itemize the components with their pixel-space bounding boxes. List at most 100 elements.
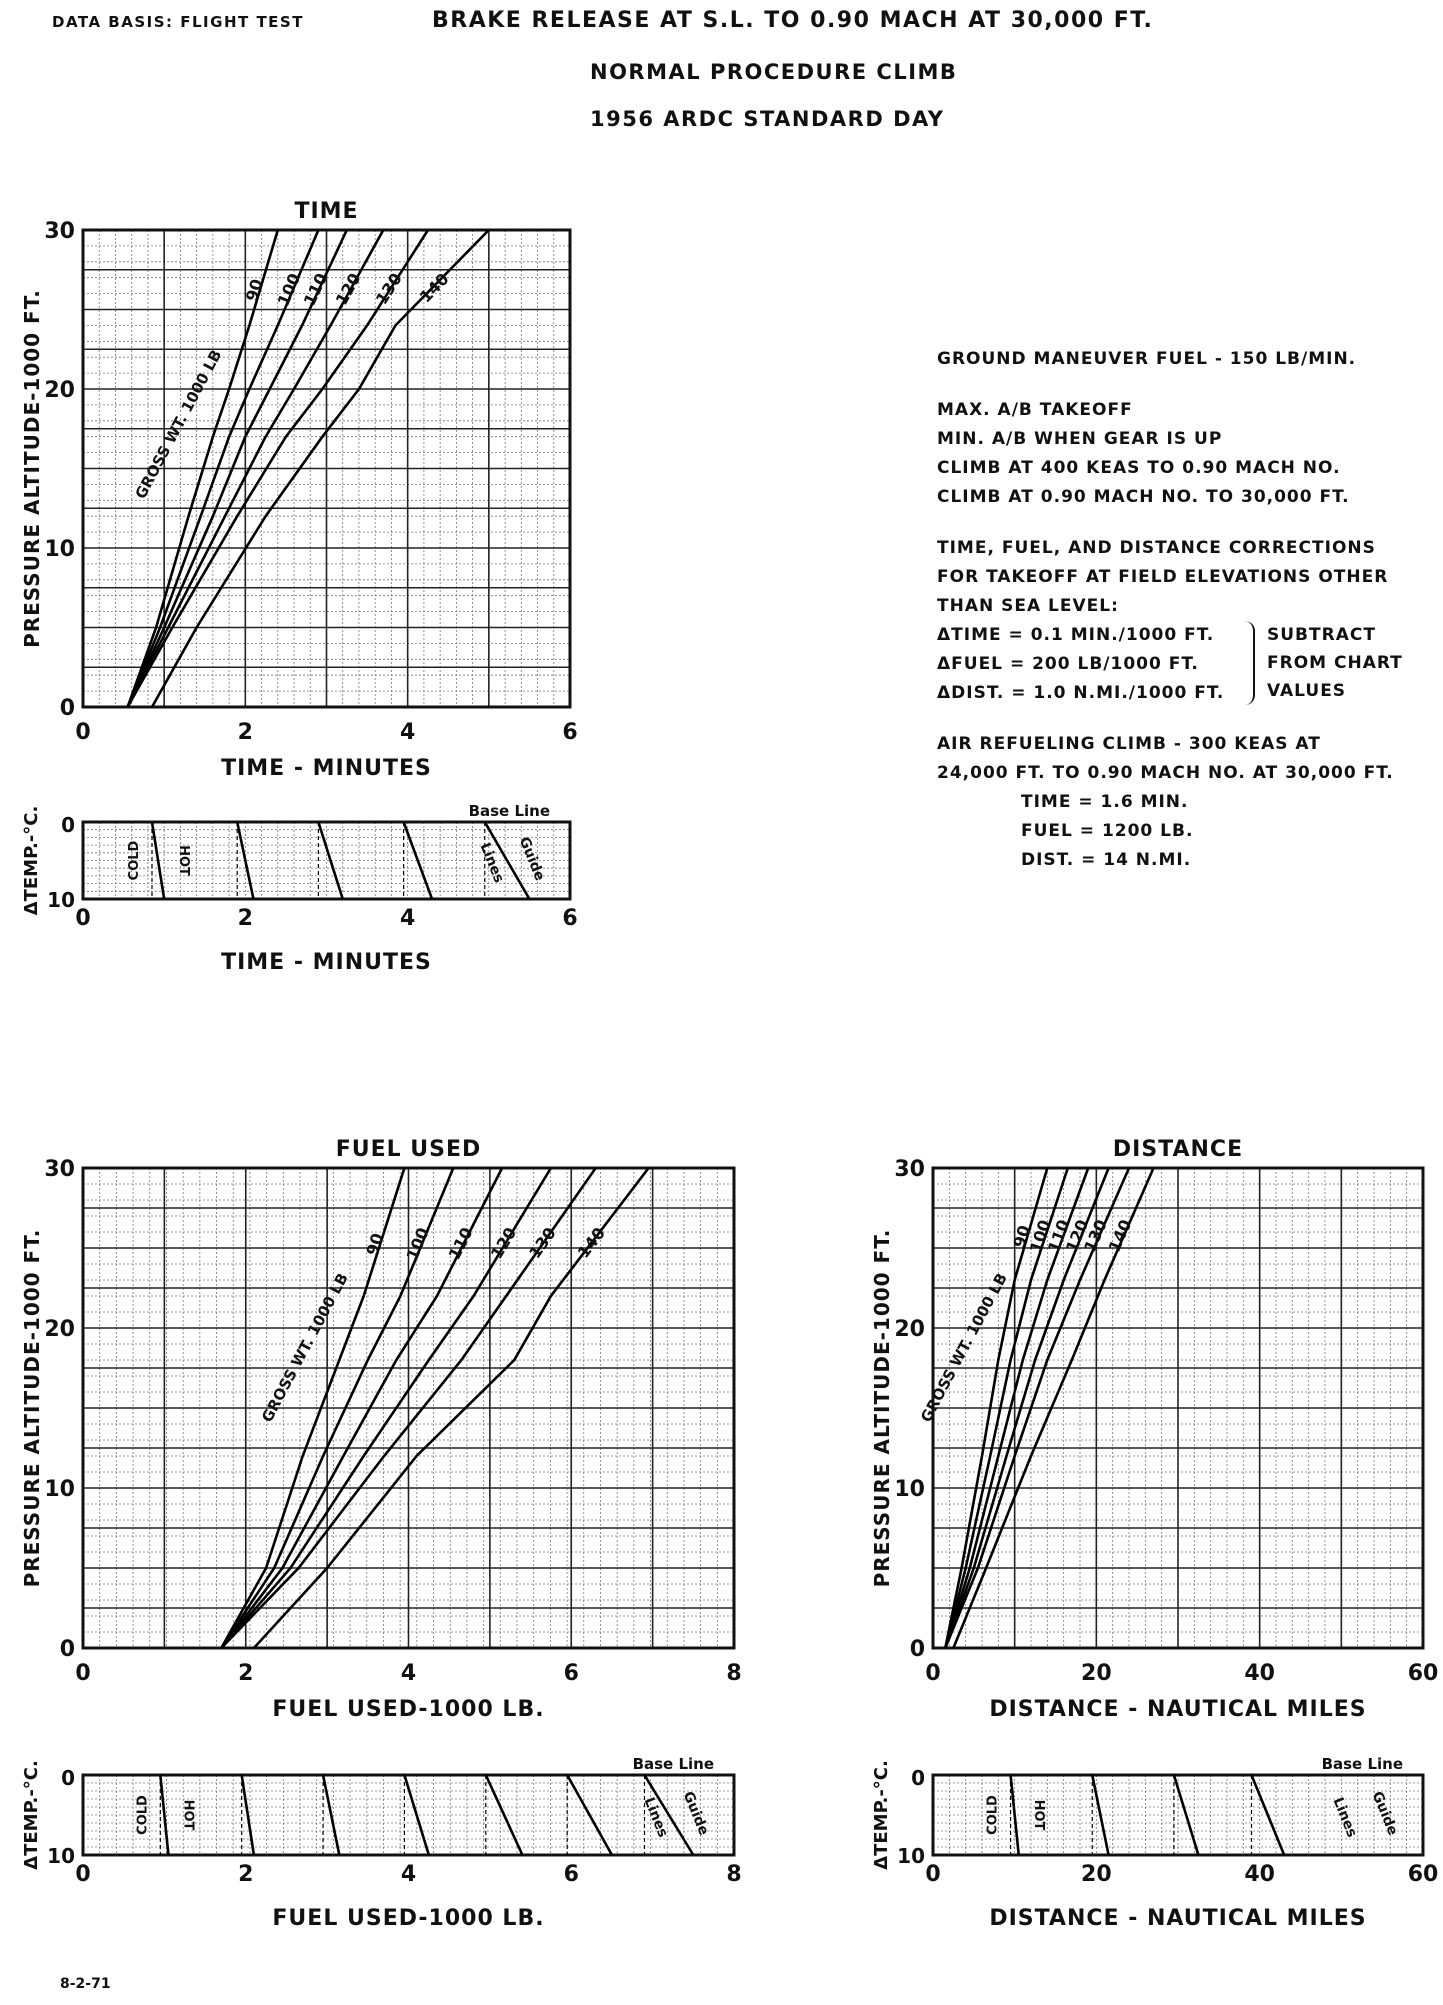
fuel-temp-x-tick-label: 8: [726, 1862, 741, 1887]
takeoff-note-3: CLIMB AT 400 KEAS TO 0.90 MACH NO.: [937, 458, 1341, 478]
fuel-temp-x-axis-label: FUEL USED-1000 LB.: [272, 1906, 544, 1931]
time-temp-x-tick-label: 2: [238, 906, 253, 931]
fuel-temp-guide-line: [403, 1774, 431, 1856]
time-chart-series-line: [126, 229, 430, 708]
takeoff-note-1: MAX. A/B TAKEOFF: [937, 400, 1133, 420]
distance-temp-x-tick-label: 60: [1408, 1862, 1439, 1887]
distance-chart-y-tick-label: 0: [910, 1637, 925, 1662]
fuel-temp-hot-label: HOT: [180, 1800, 195, 1831]
time-chart-series-line: [126, 229, 280, 708]
fuel-temp-x-tick-label: 4: [401, 1862, 416, 1887]
distance-chart-series-label: 140: [1105, 1217, 1136, 1255]
fuel-chart-series-label: 120: [487, 1224, 521, 1262]
time-chart-series-label: 130: [372, 270, 406, 308]
footer-code: 8-2-71: [60, 1976, 111, 1992]
time-chart-series-line: [126, 229, 348, 708]
time-temp-guide-line: [150, 821, 166, 900]
fuel-chart-x-tick-label: 6: [564, 1661, 579, 1686]
fuel-chart-series-line: [220, 1167, 597, 1649]
distance-temp-y-axis-label: ΔTEMP.-°C.: [871, 1760, 892, 1870]
corrections-block: ΔTIME = 0.1 MIN./1000 FT. ΔFUEL = 200 LB…: [937, 621, 1427, 708]
fuel-chart-series-label: 100: [403, 1225, 433, 1263]
fuel-temp-guide-line: [240, 1774, 256, 1856]
correction-time: ΔTIME = 0.1 MIN./1000 FT.: [937, 625, 1215, 645]
distance-temp-y-tick-label: 10: [897, 1844, 925, 1868]
correction-distance: ΔDIST. = 1.0 N.MI./1000 FT.: [937, 683, 1225, 703]
distance-chart-curve-label: GROSS WT. 1000 LB: [917, 1270, 1011, 1425]
distance-temp-y-tick-label: 0: [911, 1766, 925, 1790]
time-temp-x-axis-label: TIME - MINUTES: [221, 950, 432, 975]
distance-temp-lines-label: Lines: [1330, 1795, 1360, 1839]
fuel-temp-x-tick-label: 6: [564, 1862, 579, 1887]
fuel-chart: 0 2 4 6 8 0 10 20 30 FUEL USED-1000 LB. PRESSURE A…: [20, 1137, 742, 1722]
distance-temp-frame: [931, 1773, 1425, 1857]
time-temp-guide-line: [317, 821, 344, 900]
time-temp-guide-line: [483, 821, 531, 900]
fuel-temp-y-tick-label: 0: [61, 1766, 75, 1790]
air-refuel-note-2: 24,000 FT. TO 0.90 MACH NO. AT 30,000 FT…: [937, 763, 1394, 783]
side-note-line-2: FROM CHART: [1267, 653, 1403, 673]
fuel-temp-y-axis-label: ΔTEMP.-°C.: [21, 1760, 42, 1870]
fuel-chart-x-tick-label: 8: [726, 1661, 741, 1686]
distance-chart: 0 20 40 60 0 10 20 30 DISTANCE - NAUTICAL MILES P…: [870, 1137, 1438, 1722]
fuel-chart-y-axis-label: PRESSURE ALTITUDE-1000 FT.: [20, 1229, 44, 1588]
side-note-line-3: VALUES: [1267, 681, 1347, 701]
distance-temp-x-axis-label: DISTANCE - NAUTICAL MILES: [989, 1906, 1366, 1931]
time-temp-lines-label: Lines: [477, 841, 507, 885]
corrections-intro-3: THAN SEA LEVEL:: [937, 596, 1119, 616]
fuel-temp-guide-line: [566, 1774, 614, 1856]
distance-temp-guide-label: Guide: [1369, 1789, 1401, 1837]
fuel-temp-guide-line: [643, 1774, 695, 1856]
time-chart-y-axis-label: PRESSURE ALTITUDE-1000 FT.: [20, 289, 44, 648]
fuel-chart-y-tick-label: 10: [44, 1477, 75, 1502]
distance-chart-series-line: [944, 1167, 1110, 1649]
distance-temp-x-tick-label: 40: [1244, 1862, 1275, 1887]
correction-fuel: ΔFUEL = 200 LB/1000 FT.: [937, 654, 1199, 674]
distance-chart-series-line: [944, 1167, 1070, 1649]
distance-temp-x-tick-label: 0: [925, 1862, 940, 1887]
fuel-temp-x-tick-label: 2: [238, 1862, 253, 1887]
time-chart-series-label: 100: [274, 270, 305, 308]
fuel-chart-series-line: [252, 1167, 650, 1649]
distance-chart-frame: [931, 1166, 1425, 1650]
takeoff-note-2: MIN. A/B WHEN GEAR IS UP: [937, 429, 1223, 449]
fuel-temp-grid: [83, 1775, 734, 1855]
distance-chart-x-tick-label: 0: [925, 1661, 940, 1686]
fuel-chart-y-tick-label: 30: [44, 1157, 75, 1182]
fuel-chart-series-line: [220, 1167, 455, 1649]
distance-chart-x-axis-label: DISTANCE - NAUTICAL MILES: [989, 1697, 1366, 1722]
fuel-temp-guide-line: [159, 1774, 170, 1856]
time-chart-x-tick-label: 0: [75, 720, 90, 745]
time-chart-y-tick-label: 0: [60, 696, 75, 721]
fuel-temp-frame: [81, 1773, 736, 1857]
distance-temp-hot-label: HOT: [1031, 1800, 1046, 1831]
fuel-temp-cold-label: COLD: [135, 1795, 150, 1835]
distance-chart-x-tick-label: 40: [1244, 1661, 1275, 1686]
fuel-temp-y-tick-label: 10: [47, 1844, 75, 1868]
time-chart-series-line: [150, 229, 490, 708]
page-subtitle-standard-day: 1956 ARDC STANDARD DAY: [590, 107, 945, 131]
time-chart-frame: [81, 228, 572, 709]
time-temp-y-tick-label: 0: [61, 813, 75, 837]
fuel-temp-guide-label: Guide: [680, 1789, 712, 1837]
time-chart-y-tick-label: 20: [44, 378, 75, 403]
fuel-chart-series-label: 140: [574, 1224, 609, 1262]
fuel-chart-y-tick-label: 20: [44, 1317, 75, 1342]
fuel-temp-base-line-label: Base Line: [633, 1755, 714, 1773]
distance-temp-x-tick-label: 20: [1081, 1862, 1112, 1887]
air-refuel-time: TIME = 1.6 MIN.: [1021, 792, 1189, 812]
fuel-temp-guide-line: [484, 1774, 524, 1856]
time-chart-series-line: [126, 229, 385, 708]
ground-fuel-note: GROUND MANEUVER FUEL - 150 LB/MIN.: [937, 349, 1357, 369]
time-chart-y-tick-label: 30: [44, 219, 75, 244]
air-refuel-distance: DIST. = 14 N.MI.: [1021, 850, 1192, 870]
time-temp-frame: [81, 820, 572, 901]
time-temp-y-tick-label: 10: [47, 888, 75, 912]
time-chart-curve-label: GROSS WT. 1000 LB: [132, 347, 226, 502]
air-refuel-fuel: FUEL = 1200 LB.: [1021, 821, 1194, 841]
time-chart: 0 2 4 6 0 10 20 30 TIME - MINUTES PRESSURE ALTITU…: [20, 199, 578, 781]
time-temp-base-line-label: Base Line: [469, 802, 550, 820]
time-chart-x-tick-label: 6: [562, 720, 577, 745]
